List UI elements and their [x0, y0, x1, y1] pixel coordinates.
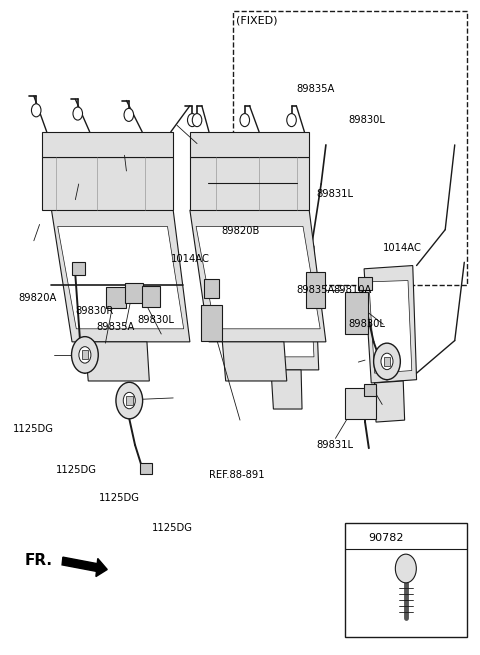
- Polygon shape: [42, 157, 173, 210]
- Text: 1125DG: 1125DG: [152, 523, 192, 533]
- Polygon shape: [58, 227, 184, 329]
- Polygon shape: [190, 210, 326, 342]
- Bar: [126, 396, 132, 405]
- Polygon shape: [85, 342, 149, 381]
- Text: 89835A: 89835A: [296, 84, 335, 94]
- Bar: [124, 283, 143, 303]
- Polygon shape: [369, 280, 412, 373]
- Circle shape: [381, 353, 393, 369]
- Bar: [345, 523, 467, 637]
- Text: 89810A: 89810A: [333, 286, 372, 295]
- Text: FR.: FR.: [24, 553, 52, 569]
- Bar: [201, 305, 222, 341]
- Text: 89830L: 89830L: [349, 115, 386, 125]
- Circle shape: [79, 346, 91, 363]
- FancyArrow shape: [62, 557, 107, 576]
- Text: 1125DG: 1125DG: [99, 493, 140, 504]
- Bar: [345, 388, 376, 419]
- Bar: [72, 262, 85, 275]
- Text: 89830L: 89830L: [137, 314, 174, 325]
- Polygon shape: [257, 246, 319, 370]
- Bar: [233, 11, 467, 285]
- Text: 89830L: 89830L: [349, 319, 386, 329]
- Bar: [204, 278, 218, 298]
- Circle shape: [72, 337, 98, 373]
- Circle shape: [123, 392, 135, 409]
- Polygon shape: [364, 265, 417, 383]
- Text: 89830R: 89830R: [75, 306, 114, 316]
- Bar: [107, 287, 126, 308]
- Text: 1014AC: 1014AC: [171, 254, 210, 264]
- Polygon shape: [262, 262, 314, 357]
- Text: REF.88-891: REF.88-891: [209, 472, 264, 483]
- Text: 1125DG: 1125DG: [13, 424, 54, 434]
- Polygon shape: [222, 342, 287, 381]
- Circle shape: [287, 113, 296, 126]
- Polygon shape: [374, 381, 405, 422]
- Circle shape: [124, 108, 133, 121]
- Bar: [82, 350, 88, 360]
- Text: 1014AC: 1014AC: [383, 243, 422, 253]
- Circle shape: [116, 383, 143, 419]
- Polygon shape: [190, 132, 309, 157]
- Text: 89820B: 89820B: [221, 226, 259, 236]
- Bar: [359, 276, 372, 290]
- Bar: [364, 384, 376, 396]
- Text: 89835A: 89835A: [296, 285, 335, 295]
- Text: 1125DG: 1125DG: [56, 464, 97, 475]
- Circle shape: [73, 107, 83, 120]
- Bar: [306, 272, 325, 308]
- Circle shape: [32, 103, 41, 117]
- Bar: [142, 286, 160, 307]
- Circle shape: [240, 113, 250, 126]
- Polygon shape: [190, 157, 309, 210]
- Circle shape: [396, 554, 416, 583]
- Text: 89831L: 89831L: [316, 440, 353, 450]
- Text: 89831L: 89831L: [316, 189, 353, 199]
- Polygon shape: [196, 227, 320, 329]
- Text: 90782: 90782: [368, 533, 403, 542]
- Text: (FIXED): (FIXED): [236, 16, 278, 26]
- Circle shape: [373, 343, 400, 380]
- Text: 89820A: 89820A: [18, 293, 57, 303]
- Circle shape: [188, 113, 197, 126]
- Bar: [140, 462, 152, 474]
- Bar: [384, 357, 390, 366]
- Bar: [345, 291, 368, 334]
- Polygon shape: [42, 132, 173, 157]
- Text: REF.88-891: REF.88-891: [209, 470, 264, 480]
- Circle shape: [192, 113, 202, 126]
- Polygon shape: [271, 370, 302, 409]
- Polygon shape: [51, 210, 190, 342]
- Text: 89835A: 89835A: [97, 322, 135, 333]
